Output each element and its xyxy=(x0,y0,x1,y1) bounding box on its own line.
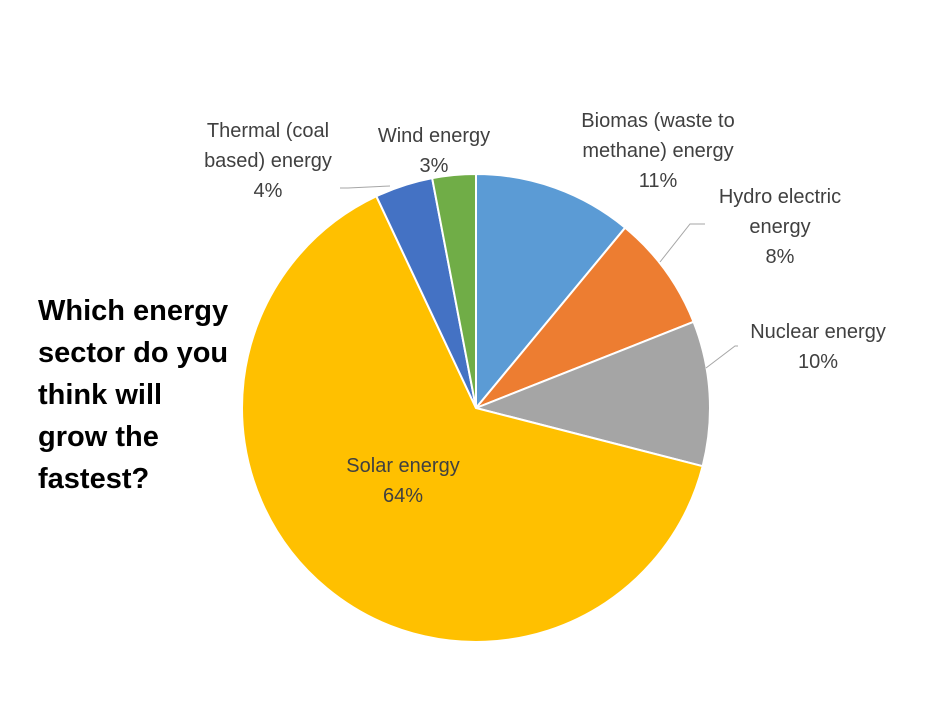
slice-name-label: Thermal (coal xyxy=(207,120,329,142)
slice-name-label: Hydro electric xyxy=(719,186,841,208)
slice-label: Thermal (coal based) energy 4% xyxy=(204,120,332,202)
pie-slice xyxy=(475,172,627,411)
pie-slices xyxy=(241,172,711,643)
slice-name-label: Wind energy xyxy=(378,125,490,147)
question-line: fastest? xyxy=(38,463,150,495)
slice-percent-label: 11% xyxy=(639,170,678,192)
slice-label: Solar energy 64% xyxy=(346,455,459,507)
slice-percent-label: 64% xyxy=(383,485,423,507)
leader-line xyxy=(705,345,738,369)
leader-lines xyxy=(340,185,738,369)
pie-slice xyxy=(430,172,477,409)
survey-question: Which energy sector do you think will gr… xyxy=(38,290,268,500)
slice-percent-label: 4% xyxy=(254,180,283,202)
question-line: Which energy xyxy=(38,295,229,327)
question-line: sector do you xyxy=(38,337,229,369)
slice-label: Biomas (waste to methane) energy 11% xyxy=(581,110,734,192)
slice-label: Hydro electric energy 8% xyxy=(719,186,841,268)
slice-labels: Biomas (waste to methane) energy 11% Hydro … xyxy=(204,110,886,507)
pie-slice xyxy=(475,226,695,409)
slice-label: Nuclear energy 10% xyxy=(750,321,886,373)
pie-slice xyxy=(472,320,711,468)
slice-name-label: Solar energy xyxy=(346,455,459,477)
slice-percent-label: 8% xyxy=(766,246,795,268)
slice-percent-label: 3% xyxy=(420,155,449,177)
question-line: think will xyxy=(38,379,163,411)
slice-name-label: Biomas (waste to xyxy=(581,110,734,132)
slice-name-label: energy xyxy=(749,216,810,238)
pie-slice xyxy=(241,194,704,643)
slice-label: Wind energy 3% xyxy=(378,125,490,177)
slice-name-label: Nuclear energy xyxy=(750,321,886,343)
slice-name-label: based) energy xyxy=(204,150,332,172)
slice-name-label: methane) energy xyxy=(582,140,733,162)
leader-line xyxy=(340,185,391,189)
slice-percent-label: 10% xyxy=(798,351,838,373)
question-line: grow the xyxy=(38,421,159,453)
leader-line xyxy=(659,223,705,263)
